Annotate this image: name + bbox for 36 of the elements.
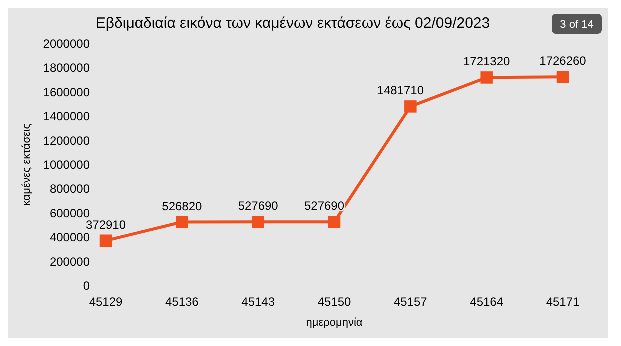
point xyxy=(100,234,112,247)
x-tick-label: 45164 xyxy=(470,295,504,309)
data-label: 1721320 xyxy=(463,54,511,69)
x-tick-label: 45129 xyxy=(89,295,124,309)
y-tick-label: 1400000 xyxy=(43,110,90,124)
point xyxy=(556,71,570,84)
y-tick-label: 400000 xyxy=(50,230,90,245)
point xyxy=(328,216,341,228)
y-tick-label: 1200000 xyxy=(43,134,90,148)
data-label: 1726260 xyxy=(540,54,587,68)
y-tick-label: 0 xyxy=(83,279,90,293)
y-tick-label: 2000000 xyxy=(43,37,90,51)
y-tick-label: 1600000 xyxy=(43,85,90,100)
y-tick-label: 600000 xyxy=(50,206,90,220)
text: 3 of 14 xyxy=(560,19,594,31)
y-axis-title: καμένες εκτάσεις xyxy=(21,124,33,206)
y-tick-label: 1800000 xyxy=(43,61,90,76)
data-label: 527690 xyxy=(304,199,345,214)
x-tick-label: 45157 xyxy=(394,295,428,309)
chart-title: Εβδιμαδιαία εικόνα των καμένων εκτάσεων έως 02/09/2023 xyxy=(96,15,490,32)
point xyxy=(252,216,264,228)
x-tick-label: 45143 xyxy=(242,295,276,309)
point xyxy=(480,72,493,84)
x-tick-label: 45136 xyxy=(165,295,200,309)
data-label: 527690 xyxy=(238,199,279,214)
point xyxy=(176,216,188,228)
data-label: 372910 xyxy=(86,218,126,232)
data-label: 1481710 xyxy=(377,84,424,98)
data-label: 526820 xyxy=(162,199,203,214)
x-tick-label: 45150 xyxy=(318,295,352,309)
x-tick-label: 45171 xyxy=(546,295,580,309)
x-axis-title: ημερομηνία xyxy=(306,317,364,329)
y-tick-label: 1000000 xyxy=(43,158,90,172)
y-tick-label: 200000 xyxy=(50,254,90,269)
y-tick-label: 800000 xyxy=(50,182,90,196)
point xyxy=(404,100,417,113)
